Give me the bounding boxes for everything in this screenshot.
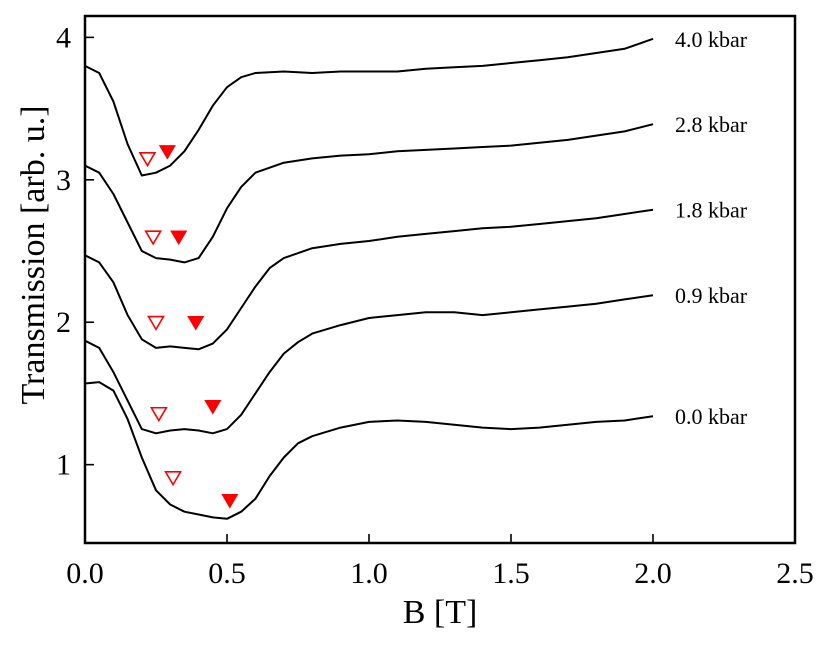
filled-triangle-marker [187, 316, 205, 331]
open-triangle-marker [138, 152, 157, 168]
y-axis-label: Transmission [arb. u.] [15, 105, 52, 404]
x-tick-label: 2.0 [634, 557, 672, 590]
series-line [84, 123, 654, 264]
series-labels: 0.0 kbar 0.9 kbar 1.8 kbar 2.8 kbar 4.0 kbar [675, 27, 748, 429]
series-label: 0.0 kbar [675, 404, 748, 429]
x-axis-label: B [T] [403, 594, 478, 631]
series-label: 1.8 kbar [675, 198, 748, 223]
x-axis-ticks: 0.0 0.5 1.0 1.5 2.0 2.5 [66, 534, 814, 590]
plot-frame [83, 14, 797, 545]
y-tick-label: 4 [56, 21, 71, 54]
series-line [84, 381, 654, 520]
data-curves [84, 37, 654, 520]
series-label: 4.0 kbar [675, 27, 748, 52]
y-tick-label: 1 [56, 449, 71, 482]
y-tick-label: 2 [56, 306, 71, 339]
x-tick-label: 2.5 [776, 557, 814, 590]
open-triangle-marker [164, 471, 182, 487]
filled-triangle-marker [170, 230, 188, 246]
y-tick-label: 3 [56, 164, 71, 197]
series-line [84, 37, 654, 177]
open-triangle-marker [147, 315, 165, 331]
series-line [84, 294, 654, 435]
open-triangle-marker [144, 230, 163, 246]
x-tick-label: 0.0 [66, 557, 104, 590]
filled-triangle-marker [158, 145, 176, 160]
filled-triangle-marker [221, 494, 239, 509]
filled-triangle-marker [204, 400, 222, 415]
transition-markers [138, 145, 239, 509]
x-tick-label: 1.0 [350, 557, 388, 590]
open-triangle-marker [149, 406, 168, 423]
series-label: 2.8 kbar [675, 112, 748, 137]
series-line [84, 208, 654, 351]
x-tick-label: 0.5 [208, 557, 246, 590]
series-label: 0.9 kbar [675, 283, 748, 308]
y-axis-ticks: 1 2 3 4 [56, 21, 94, 482]
x-tick-label: 1.5 [492, 557, 530, 590]
